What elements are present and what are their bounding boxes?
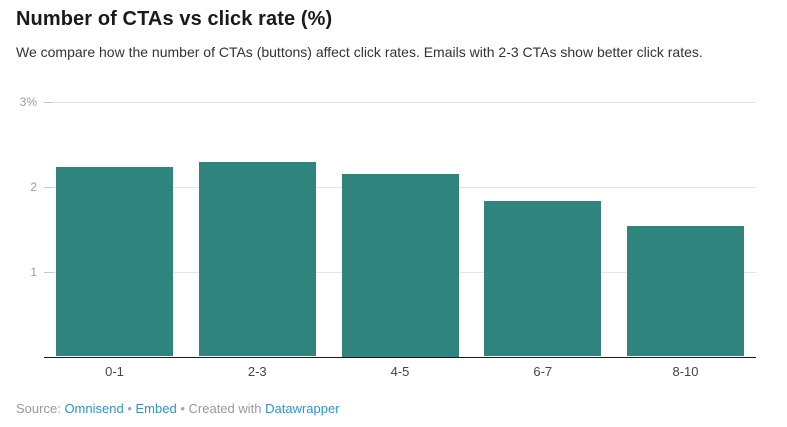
footer-embed-link[interactable]: Embed (135, 401, 177, 416)
chart-title: Number of CTAs vs click rate (%) (16, 8, 333, 30)
bar-4-5 (341, 173, 459, 357)
bar-6-7 (484, 200, 602, 357)
chart-footer: Source: Omnisend • Embed • Created with … (16, 401, 340, 416)
x-axis-tick-label: 0-1 (105, 364, 124, 379)
footer-separator: • (180, 401, 185, 416)
footer-created-with-label: Created with (188, 401, 262, 416)
footer-separator: • (127, 401, 132, 416)
x-axis-tick-label: 2-3 (247, 364, 267, 379)
y-axis-tick-label: 3% (19, 94, 37, 109)
bar-2-3 (198, 161, 316, 357)
x-axis-line (44, 356, 756, 358)
footer-source-label: Source: (16, 401, 61, 416)
chart-description: We compare how the number of CTAs (butto… (16, 44, 703, 60)
y-axis-tick (44, 186, 53, 188)
footer-source-link[interactable]: Omnisend (64, 401, 124, 416)
footer-tool-link[interactable]: Datawrapper (265, 401, 340, 416)
x-axis-tick-label: 8-10 (672, 364, 699, 379)
bar-8-10 (627, 226, 744, 357)
y-axis-tick (44, 101, 53, 103)
gridline (44, 101, 756, 103)
bar-0-1 (56, 166, 173, 357)
x-axis-tick-label: 4-5 (390, 364, 410, 379)
y-axis-tick (44, 271, 53, 273)
y-axis-tick-label: 1 (30, 264, 37, 279)
x-axis-tick-label: 6-7 (533, 364, 553, 379)
y-axis-tick-label: 2 (30, 179, 37, 194)
